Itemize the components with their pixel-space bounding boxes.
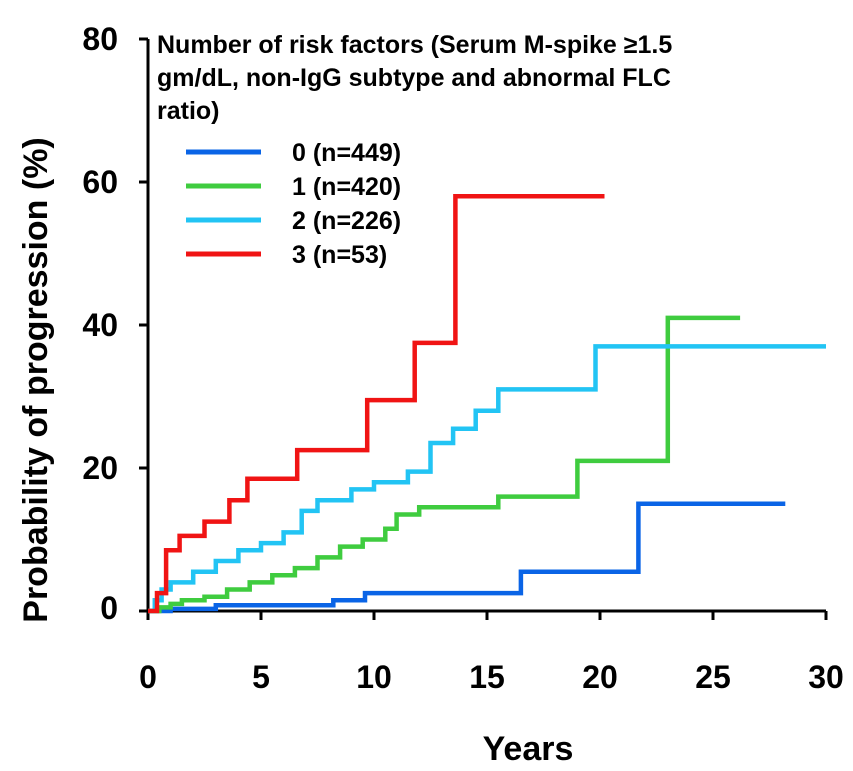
- x-tick-label: 15: [469, 659, 505, 695]
- x-tick-label: 0: [139, 659, 157, 695]
- legend-label-3: 3 (n=53): [292, 241, 387, 269]
- series-lines: [148, 194, 826, 614]
- y-tick-label: 20: [82, 450, 118, 486]
- legend-label-2: 2 (n=226): [292, 207, 401, 235]
- x-tick-label: 20: [582, 659, 618, 695]
- y-tick-label: 80: [82, 21, 118, 57]
- y-tick-label: 60: [82, 164, 118, 200]
- legend-label-1: 1 (n=420): [292, 173, 401, 201]
- y-axis-title: Probability of progression (%): [17, 137, 55, 622]
- x-axis-title: Years: [483, 730, 574, 768]
- y-tick-label: 40: [82, 307, 118, 343]
- series-line-3: [148, 194, 605, 614]
- series-line-0: [148, 501, 786, 614]
- x-tick-label: 10: [356, 659, 392, 695]
- legend-title-line: ratio): [157, 97, 220, 125]
- x-tick-label: 5: [252, 659, 270, 695]
- legend-title-line: Number of risk factors (Serum M-spike ≥1…: [157, 31, 672, 59]
- series-line-1: [148, 315, 741, 614]
- legend-title-line: gm/dL, non-IgG subtype and abnormal FLC: [157, 64, 671, 92]
- series-line-2: [148, 344, 826, 614]
- x-tick-label: 25: [695, 659, 731, 695]
- axes: 0 5 10 15 20 25 30 0 20 40 60 80: [82, 21, 843, 695]
- legend: Number of risk factors (Serum M-spike ≥1…: [157, 31, 672, 269]
- y-tick-label: 0: [100, 590, 118, 626]
- x-tick-label: 30: [808, 659, 844, 695]
- legend-label-0: 0 (n=449): [292, 139, 401, 167]
